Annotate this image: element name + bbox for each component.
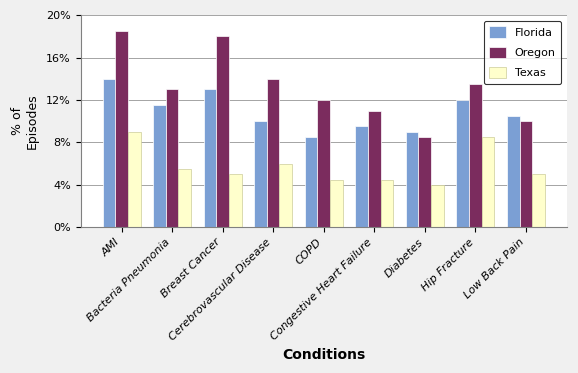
Bar [203,90,216,227]
Bar [153,105,166,227]
Bar [280,164,292,227]
Bar [317,100,330,227]
Legend: Florida, Oregon, Texas: Florida, Oregon, Texas [484,21,561,84]
Bar [532,174,545,227]
Bar [380,179,393,227]
Bar [179,169,191,227]
Bar [128,132,140,227]
Bar [103,79,115,227]
Bar [254,121,267,227]
Bar [418,137,431,227]
X-axis label: Conditions: Conditions [282,348,365,362]
Bar [267,79,280,227]
Bar [520,121,532,227]
Bar [469,84,481,227]
Bar [406,132,418,227]
Bar [115,31,128,227]
Bar [368,110,380,227]
Bar [481,137,494,227]
Bar [166,90,179,227]
Y-axis label: % of
Episodes: % of Episodes [11,93,39,149]
Bar [330,179,343,227]
Bar [216,36,229,227]
Bar [431,185,444,227]
Bar [355,126,368,227]
Bar [457,100,469,227]
Bar [305,137,317,227]
Bar [229,174,242,227]
Bar [507,116,520,227]
